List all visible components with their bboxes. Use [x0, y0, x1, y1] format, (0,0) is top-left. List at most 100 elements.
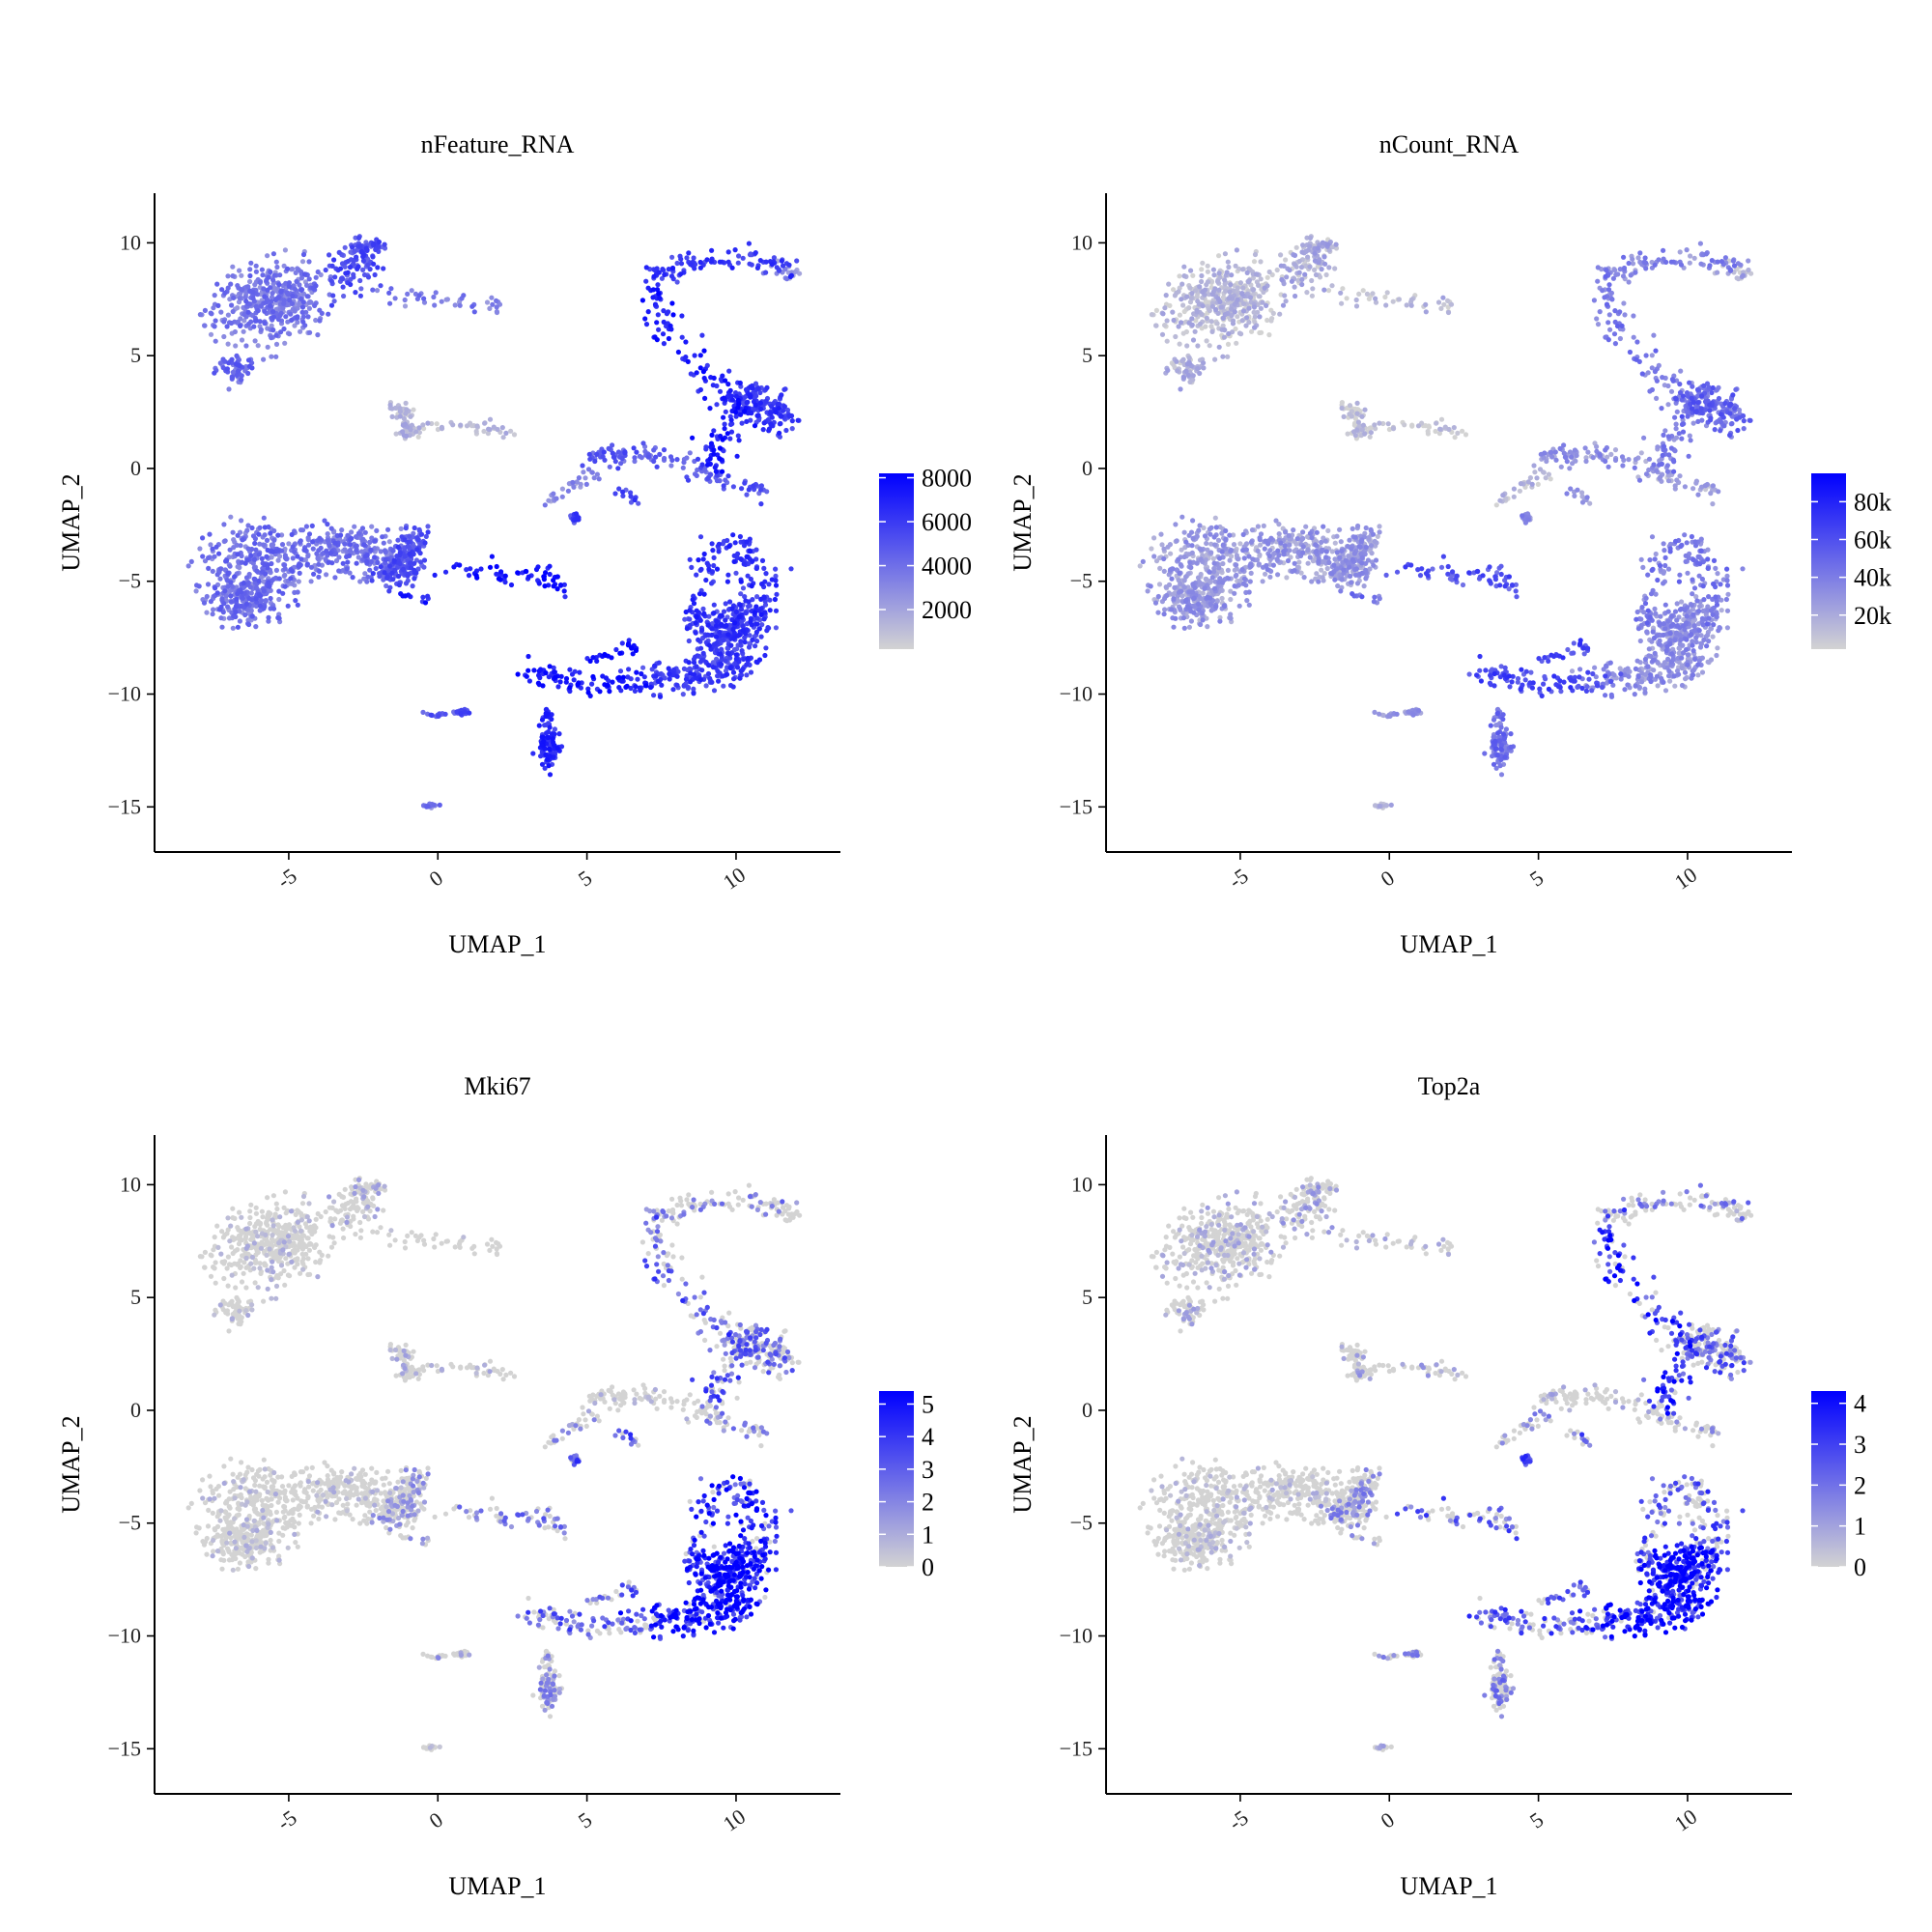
cell-point	[289, 581, 296, 586]
cell-point	[1353, 297, 1359, 303]
cell-point	[247, 272, 253, 279]
cell-point	[196, 583, 202, 589]
cell-point	[698, 657, 705, 664]
cell-point	[396, 582, 402, 588]
cell-point	[266, 274, 271, 280]
cell-point	[246, 621, 252, 628]
cell-point	[269, 542, 274, 548]
cell-point	[1225, 259, 1231, 265]
colorbar-tick-label: 6000	[922, 508, 972, 536]
cell-point	[797, 270, 803, 276]
cell-point	[1225, 354, 1231, 359]
cell-point	[1244, 315, 1250, 321]
cell-point	[211, 607, 216, 612]
cell-point	[600, 673, 606, 679]
cell-point	[299, 309, 305, 315]
cell-point	[227, 547, 233, 553]
cell-point	[215, 302, 221, 308]
cell-point	[756, 657, 763, 663]
cell-point	[265, 253, 270, 259]
cell-point	[256, 531, 262, 537]
cell-point	[1251, 259, 1258, 265]
cell-point	[242, 560, 248, 566]
cell-point	[228, 599, 235, 605]
cell-point	[547, 772, 554, 778]
cell-point	[1157, 565, 1163, 571]
cell-point	[1537, 467, 1544, 472]
cell-point	[1212, 515, 1218, 521]
cell-point	[254, 568, 260, 574]
cell-point	[1677, 249, 1683, 255]
cell-point	[298, 328, 303, 334]
cell-point	[704, 560, 710, 566]
cell-point	[218, 309, 224, 315]
cell-point	[781, 404, 788, 410]
cell-point	[1345, 431, 1350, 437]
cell-point	[732, 620, 738, 626]
cell-point	[474, 423, 480, 429]
cell-point	[678, 261, 685, 267]
cell-point	[1223, 288, 1229, 294]
cell-point	[1239, 267, 1246, 272]
cell-point	[245, 309, 251, 315]
cell-point	[237, 268, 242, 273]
cell-point	[1175, 368, 1180, 374]
cell-point	[247, 267, 253, 272]
cell-point	[701, 591, 707, 597]
cell-point	[704, 257, 710, 263]
cell-point	[429, 420, 435, 427]
cell-point	[666, 335, 672, 342]
cell-point	[248, 260, 254, 266]
cell-point	[408, 413, 413, 419]
cell-point	[1529, 481, 1535, 487]
cell-point	[721, 395, 727, 401]
cell-point	[245, 370, 251, 377]
cell-point	[758, 501, 764, 507]
cell-point	[709, 679, 715, 685]
cell-point	[762, 652, 768, 659]
cell-point	[249, 613, 255, 619]
cell-point	[1145, 588, 1151, 594]
cell-point	[662, 271, 668, 277]
cell-point	[709, 541, 715, 547]
cell-point	[415, 537, 421, 543]
cell-point	[744, 554, 750, 559]
cell-point	[1326, 265, 1332, 270]
cell-point	[515, 671, 521, 677]
cell-point	[245, 321, 252, 327]
cell-point	[650, 295, 656, 300]
cell-point	[355, 264, 361, 270]
cell-point	[1226, 264, 1232, 270]
cell-point	[624, 683, 630, 689]
cell-point	[1368, 430, 1374, 436]
cell-point	[697, 353, 703, 358]
cell-point	[249, 525, 255, 531]
cell-point	[1445, 309, 1452, 316]
cell-point	[202, 558, 209, 564]
cell-point	[372, 271, 378, 278]
cell-point	[714, 566, 721, 572]
cell-point	[526, 678, 532, 684]
cell-point	[737, 602, 743, 608]
cell-point	[387, 563, 393, 569]
cell-point	[197, 546, 203, 552]
cell-point	[386, 290, 392, 296]
cell-point	[484, 299, 491, 305]
cell-point	[304, 294, 310, 299]
cell-point	[255, 307, 261, 314]
cell-point	[375, 265, 381, 270]
cell-point	[774, 265, 780, 270]
cell-point	[744, 418, 750, 424]
cell-point	[1238, 331, 1244, 337]
cell-point	[403, 526, 409, 531]
cell-point	[668, 323, 673, 328]
cell-point	[369, 578, 375, 583]
cell-point	[1184, 343, 1190, 349]
cell-point	[1708, 491, 1714, 497]
cell-point	[444, 297, 450, 302]
cell-point	[1708, 657, 1715, 663]
cell-point	[452, 302, 458, 308]
cell-point	[696, 557, 701, 563]
y-tick-label: −15	[108, 794, 141, 818]
cell-point	[693, 620, 698, 626]
